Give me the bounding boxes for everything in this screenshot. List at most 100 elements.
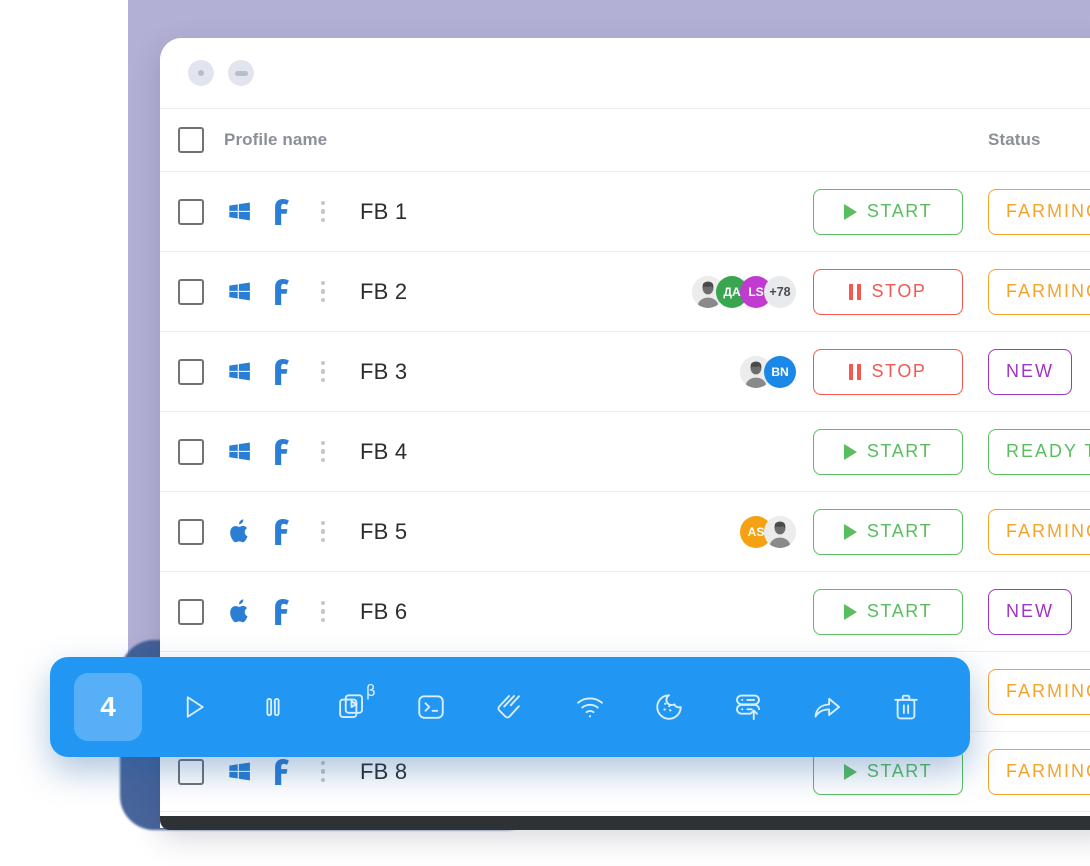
row-checkbox[interactable] bbox=[178, 438, 204, 465]
terminal-icon bbox=[416, 692, 446, 722]
start-button[interactable]: START bbox=[813, 588, 963, 635]
row-status-cell: NEW bbox=[964, 348, 1090, 395]
avatar-group: BN bbox=[740, 355, 812, 388]
avatar-group: AS bbox=[740, 515, 812, 548]
row-action-cell: START bbox=[812, 588, 964, 635]
profile-name-cell: FB 6 bbox=[222, 598, 812, 625]
row-menu-button[interactable] bbox=[306, 200, 340, 223]
row-status-cell: READY TO RUN bbox=[964, 428, 1090, 475]
freedom-browser-icon bbox=[268, 198, 292, 225]
trash-icon bbox=[891, 692, 921, 722]
row-checkbox[interactable] bbox=[178, 758, 204, 785]
window-bottom-edge bbox=[160, 816, 1090, 830]
status-badge[interactable]: NEW bbox=[988, 348, 1072, 395]
profile-name-label: FB 8 bbox=[360, 758, 408, 784]
row-select-cell[interactable] bbox=[160, 438, 222, 465]
console-action[interactable] bbox=[401, 677, 461, 737]
row-status-cell: FARMING bbox=[964, 188, 1090, 235]
row-menu-button[interactable] bbox=[306, 760, 340, 783]
table-row[interactable]: FB 1 START FARMING bbox=[160, 172, 1090, 252]
start-button[interactable]: START bbox=[813, 428, 963, 475]
freedom-browser-icon bbox=[268, 758, 292, 785]
row-checkbox[interactable] bbox=[178, 598, 204, 625]
row-select-cell[interactable] bbox=[160, 358, 222, 385]
row-select-cell[interactable] bbox=[160, 598, 222, 625]
avatar-initials[interactable]: BN bbox=[764, 355, 796, 388]
proxy-action[interactable] bbox=[560, 677, 620, 737]
tag-icon bbox=[495, 692, 525, 722]
row-menu-button[interactable] bbox=[306, 520, 340, 543]
profile-name-cell: FB 3 BN bbox=[222, 355, 812, 388]
profile-name-label: FB 4 bbox=[360, 438, 408, 464]
stop-button[interactable]: STOP bbox=[813, 348, 963, 395]
status-header-cell: Status bbox=[964, 130, 1090, 150]
row-select-cell[interactable] bbox=[160, 278, 222, 305]
profile-name-label: FB 5 bbox=[360, 518, 408, 544]
profile-name-cell: FB 2 ДА LS +78 bbox=[222, 275, 812, 308]
start-button[interactable]: START bbox=[813, 188, 963, 235]
row-checkbox[interactable] bbox=[178, 278, 204, 305]
row-checkbox[interactable] bbox=[178, 518, 204, 545]
status-badge[interactable]: FARMING bbox=[988, 188, 1090, 235]
tags-action[interactable] bbox=[480, 677, 540, 737]
table-row[interactable]: FB 6 START NEW bbox=[160, 572, 1090, 652]
cookies-action[interactable] bbox=[639, 677, 699, 737]
row-menu-button[interactable] bbox=[306, 280, 340, 303]
freedom-browser-icon bbox=[268, 518, 292, 545]
row-select-cell[interactable] bbox=[160, 198, 222, 225]
windows-os-icon bbox=[226, 199, 252, 225]
status-badge[interactable]: FARMING bbox=[988, 748, 1090, 795]
clone-profile-action[interactable]: β bbox=[322, 677, 382, 737]
select-all-cell[interactable] bbox=[160, 127, 222, 153]
profile-name-label: FB 1 bbox=[360, 198, 408, 224]
freedom-browser-icon bbox=[268, 278, 292, 305]
pause-action[interactable] bbox=[243, 677, 303, 737]
share-arrow-icon bbox=[812, 692, 842, 722]
status-badge[interactable]: FARMING bbox=[988, 668, 1090, 715]
delete-action[interactable] bbox=[876, 677, 936, 737]
status-badge[interactable]: NEW bbox=[988, 588, 1072, 635]
avatar-overflow-count[interactable]: +78 bbox=[764, 275, 796, 308]
profile-name-cell: FB 1 bbox=[222, 198, 812, 225]
row-select-cell[interactable] bbox=[160, 758, 222, 785]
status-badge[interactable]: FARMING bbox=[988, 268, 1090, 315]
table-row[interactable]: FB 4 START READY TO RUN bbox=[160, 412, 1090, 492]
record-dot-button[interactable] bbox=[188, 60, 214, 86]
cookie-icon bbox=[654, 692, 684, 722]
start-button-label: START bbox=[866, 441, 933, 461]
stop-button[interactable]: STOP bbox=[813, 268, 963, 315]
freedom-browser-icon bbox=[268, 438, 292, 465]
bulk-action-toolbar: 4 β bbox=[50, 657, 970, 757]
minimize-button[interactable] bbox=[228, 60, 254, 86]
import-action[interactable] bbox=[718, 677, 778, 737]
row-status-cell: NEW bbox=[964, 588, 1090, 635]
start-button-label: START bbox=[866, 201, 933, 221]
start-button[interactable]: START bbox=[813, 508, 963, 555]
record-dot-icon bbox=[198, 70, 204, 76]
row-checkbox[interactable] bbox=[178, 198, 204, 225]
share-action[interactable] bbox=[797, 677, 857, 737]
row-menu-button[interactable] bbox=[306, 600, 340, 623]
row-checkbox[interactable] bbox=[178, 358, 204, 385]
status-badge[interactable]: FARMING bbox=[988, 508, 1090, 555]
select-all-checkbox[interactable] bbox=[178, 127, 204, 153]
freedom-browser-icon bbox=[268, 358, 292, 385]
status-badge[interactable]: READY TO RUN bbox=[988, 428, 1090, 475]
window-titlebar bbox=[160, 38, 1090, 108]
table-row[interactable]: FB 3 BN STOP NEW bbox=[160, 332, 1090, 412]
windows-os-icon bbox=[226, 439, 252, 465]
table-row[interactable]: FB 5 AS START FARMING bbox=[160, 492, 1090, 572]
apple-os-icon bbox=[226, 519, 252, 545]
start-action[interactable] bbox=[164, 677, 224, 737]
play-icon bbox=[843, 763, 857, 780]
server-upload-icon bbox=[733, 692, 763, 722]
avatar-photo[interactable] bbox=[764, 515, 796, 548]
wifi-icon bbox=[575, 692, 605, 722]
windows-os-icon bbox=[226, 359, 252, 385]
profile-name-label: FB 3 bbox=[360, 358, 408, 384]
row-menu-button[interactable] bbox=[306, 440, 340, 463]
row-action-cell: START bbox=[812, 188, 964, 235]
row-select-cell[interactable] bbox=[160, 518, 222, 545]
row-menu-button[interactable] bbox=[306, 360, 340, 383]
